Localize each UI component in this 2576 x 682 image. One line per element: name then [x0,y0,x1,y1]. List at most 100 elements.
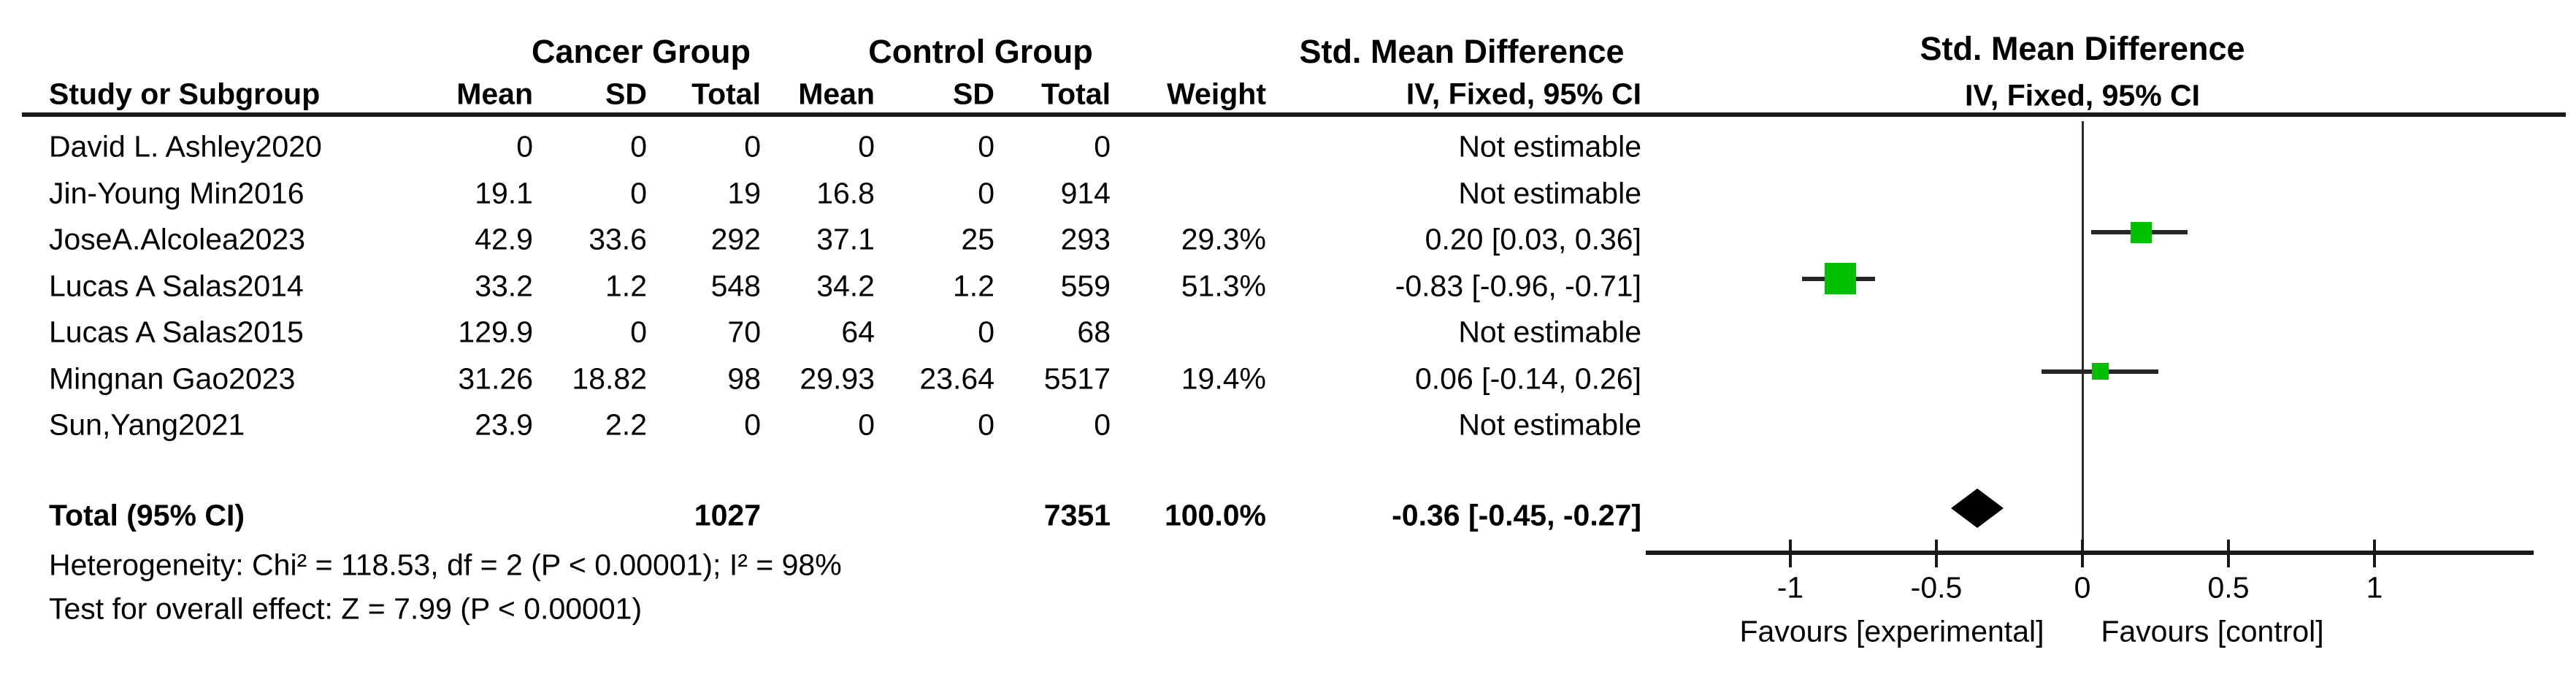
cell-total2: 293 [1060,222,1111,256]
cell-total1: 0 [744,407,761,442]
cell-mean1: 0 [516,129,533,164]
cell-total1: 0 [744,129,761,164]
cell-sd1: 1.2 [605,269,647,303]
x-axis-tick-label: 0 [2074,570,2091,605]
cell-weight: 51.3% [1181,269,1266,303]
cell-sd1: 0 [630,315,647,349]
cell-ci: 0.20 [0.03, 0.36] [1425,222,1641,256]
cell-mean2: 0 [858,407,875,442]
cell-ci: -0.83 [-0.96, -0.71] [1395,269,1641,303]
cell-total1: 98 [727,361,761,396]
cell-sd2: 25 [961,222,994,256]
favours-experimental-label: Favours [experimental] [1739,614,2044,648]
cell-total2: 68 [1077,315,1111,349]
col-header-mean-cancer: Mean [456,77,533,111]
cell-sd1: 0 [630,129,647,164]
plot-header-line1: Std. Mean Difference [1920,29,2245,67]
cell-ci: Not estimable [1458,176,1641,210]
cell-sd2: 0 [978,129,994,164]
total-ci-text: -0.36 [-0.45, -0.27] [1392,498,1641,532]
cell-sd1: 33.6 [589,222,647,256]
col-header-mean-control: Mean [798,77,875,111]
x-axis-tick [1935,540,1938,567]
cell-sd1: 18.82 [572,361,647,396]
cell-mean1: 33.2 [475,269,533,303]
total-weight: 100.0% [1164,498,1266,532]
cell-weight: 29.3% [1181,222,1266,256]
col-header-method: IV, Fixed, 95% CI [1406,77,1641,111]
cell-mean2: 29.93 [800,361,875,396]
cell-mean1: 129.9 [458,315,533,349]
cell-total1: 19 [727,176,761,210]
cell-sd2: 0 [978,315,994,349]
total-label: Total (95% CI) [49,498,245,532]
cell-sd2: 0 [978,176,994,210]
cell-total2: 914 [1060,176,1111,210]
study-label: Jin-Young Min2016 [49,176,304,210]
x-axis-tick [1789,540,1792,567]
weight-square [2091,363,2109,380]
cell-mean2: 16.8 [816,176,875,210]
cell-mean2: 37.1 [816,222,875,256]
cell-mean2: 64 [841,315,875,349]
study-label: JoseA.Alcolea2023 [49,222,306,256]
x-axis-line [1646,551,2534,555]
x-axis-tick [2373,540,2376,567]
x-axis-tick-label: -1 [1776,570,1804,605]
cell-total1: 548 [710,269,761,303]
control-group-header: Control Group [868,32,1093,70]
heterogeneity-text: Heterogeneity: Chi² = 118.53, df = 2 (P … [49,548,842,582]
cell-mean2: 34.2 [816,269,875,303]
favours-control-label: Favours [control] [2101,614,2324,648]
x-axis-tick-label: 1 [2366,570,2383,605]
study-label: Mingnan Gao2023 [49,361,296,396]
cell-ci: Not estimable [1458,315,1641,349]
cell-sd2: 23.64 [919,361,994,396]
cell-ci: 0.06 [-0.14, 0.26] [1414,361,1641,396]
cell-sd2: 0 [978,407,994,442]
overall-effect-text: Test for overall effect: Z = 7.99 (P < 0… [49,591,643,626]
cell-total2: 559 [1060,269,1111,303]
cell-mean1: 42.9 [475,222,533,256]
col-header-total-cancer: Total [691,77,761,111]
total-diamond [1951,488,2004,528]
total-control-n: 7351 [1043,498,1111,532]
x-axis-tick-label: 0.5 [2207,570,2250,605]
header-rule [22,112,2566,117]
cancer-group-header: Cancer Group [531,32,751,70]
study-label: Lucas A Salas2014 [49,269,304,303]
cell-total2: 5517 [1043,361,1111,396]
cell-total2: 0 [1094,129,1111,164]
cell-mean2: 0 [858,129,875,164]
col-header-sd-cancer: SD [605,77,647,111]
study-label: Sun,Yang2021 [49,407,245,442]
study-label: David L. Ashley2020 [49,129,322,164]
x-axis-tick [2227,540,2230,567]
x-axis-tick-label: -0.5 [1910,570,1963,605]
col-header-total-control: Total [1041,77,1111,111]
cell-sd2: 1.2 [953,269,994,303]
effect-header-left: Std. Mean Difference [1299,32,1625,70]
weight-square [1824,263,1856,294]
col-header-weight: Weight [1167,77,1266,111]
cell-weight: 19.4% [1181,361,1266,396]
zero-line [2082,121,2084,555]
cell-sd1: 0 [630,176,647,210]
study-label: Lucas A Salas2015 [49,315,304,349]
cell-mean1: 31.26 [458,361,533,396]
cell-sd1: 2.2 [605,407,647,442]
col-header-sd-control: SD [953,77,994,111]
x-axis-tick [2081,540,2084,567]
cell-mean1: 19.1 [475,176,533,210]
cell-ci: Not estimable [1458,129,1641,164]
cell-mean1: 23.9 [475,407,533,442]
weight-square [2130,221,2152,243]
cell-total1: 292 [710,222,761,256]
total-cancer-n: 1027 [694,498,761,532]
plot-header-line2: IV, Fixed, 95% CI [1964,78,2201,112]
col-header-study: Study or Subgroup [49,77,321,111]
cell-ci: Not estimable [1458,407,1641,442]
